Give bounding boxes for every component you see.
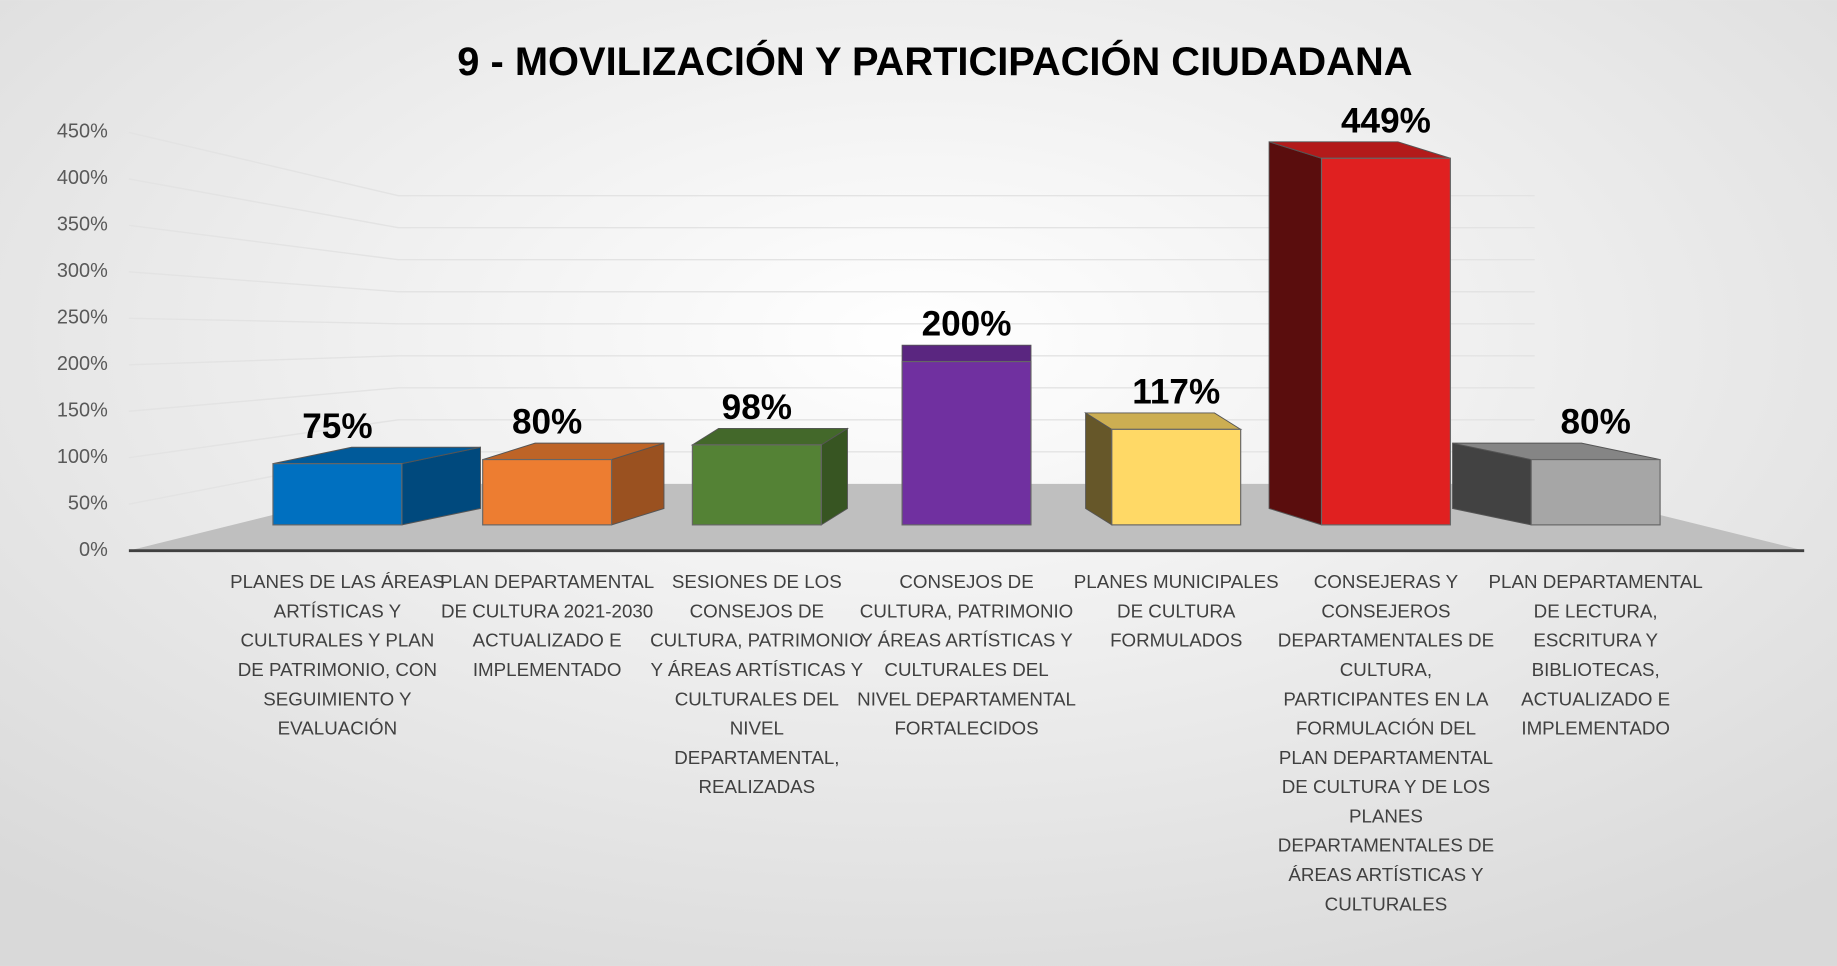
x-tick-label: PLAN DEPARTAMENTAL DE CULTURA 2021-2030 … — [439, 572, 655, 681]
x-tick-label-box: PLAN DEPARTAMENTAL DE LECTURA, ESCRITURA… — [1488, 572, 1703, 740]
y-tick-label: 100% — [57, 446, 108, 468]
bar-top — [901, 344, 1032, 363]
data-label: 449% — [1341, 101, 1431, 140]
grid-line — [128, 131, 1535, 197]
y-tick-label: 350% — [57, 214, 108, 236]
bar — [272, 446, 481, 526]
x-tick-label-box: SESIONES DE LOS CONSEJOS DE CULTURA, PAT… — [650, 572, 864, 798]
bar-front — [901, 360, 1032, 526]
x-tick-label-box: PLAN DEPARTAMENTAL DE CULTURA 2021-2030 … — [439, 572, 655, 681]
data-label: 80% — [1561, 403, 1631, 442]
x-tick-label-box: CONSEJERAS Y CONSEJEROS DEPARTAMENTALES … — [1277, 572, 1495, 916]
x-tick-label-box: PLANES MUNICIPALES DE CULTURA FORMULADOS — [1073, 572, 1279, 652]
data-label: 98% — [722, 388, 792, 427]
grid-line — [128, 317, 1535, 325]
data-label: 75% — [302, 407, 372, 446]
bar-front — [1530, 458, 1661, 526]
chart-title: 9 - MOVILIZACIÓN Y PARTICIPACIÓN CIUDADA… — [457, 38, 1412, 84]
bar — [482, 442, 665, 526]
x-tick-label-box: CONSEJOS DE CULTURA, PATRIMONIO Y ÁREAS … — [857, 572, 1076, 740]
y-tick-label: 50% — [68, 492, 108, 514]
y-tick-label: 150% — [57, 400, 108, 422]
data-label: 80% — [512, 403, 582, 442]
x-tick-label-box: PLANES DE LAS ÁREAS ARTÍSTICAS Y CULTURA… — [230, 572, 445, 740]
y-tick-label: 0% — [79, 539, 108, 561]
bar-top — [690, 427, 850, 446]
y-tick-label: 200% — [57, 353, 108, 375]
bar — [1452, 442, 1661, 526]
x-tick-label: SESIONES DE LOS CONSEJOS DE CULTURA, PAT… — [650, 572, 864, 798]
grid-line — [128, 178, 1535, 229]
x-tick-label: CONSEJOS DE CULTURA, PATRIMONIO Y ÁREAS … — [857, 572, 1076, 740]
bar — [901, 344, 1032, 526]
bar-top — [1083, 412, 1243, 430]
bar-side — [1085, 412, 1113, 526]
bar-front — [272, 463, 403, 526]
bar — [1268, 141, 1451, 526]
y-tick-label: 300% — [57, 260, 108, 282]
grid-line — [128, 387, 1535, 412]
bar — [690, 427, 850, 526]
grid-line — [128, 355, 1535, 366]
bar-front — [1320, 157, 1451, 526]
grid-line — [128, 271, 1535, 293]
bar — [1083, 412, 1243, 526]
bar-front — [482, 458, 613, 526]
bar-front — [691, 444, 822, 526]
x-tick-label: PLANES MUNICIPALES DE CULTURA FORMULADOS — [1073, 572, 1279, 652]
x-tick-label: PLANES DE LAS ÁREAS ARTÍSTICAS Y CULTURA… — [230, 572, 445, 740]
y-tick-label: 400% — [57, 167, 108, 189]
x-tick-label: PLAN DEPARTAMENTAL DE LECTURA, ESCRITURA… — [1488, 572, 1703, 740]
data-label: 200% — [922, 305, 1012, 344]
bar-side — [1268, 141, 1322, 526]
data-label: 117% — [1132, 372, 1220, 411]
y-tick-label: 450% — [57, 121, 108, 143]
y-tick-label: 250% — [57, 307, 108, 329]
x-tick-label: CONSEJERAS Y CONSEJEROS DEPARTAMENTALES … — [1277, 572, 1495, 916]
bar-front — [1111, 428, 1242, 526]
grid-line — [128, 224, 1535, 261]
